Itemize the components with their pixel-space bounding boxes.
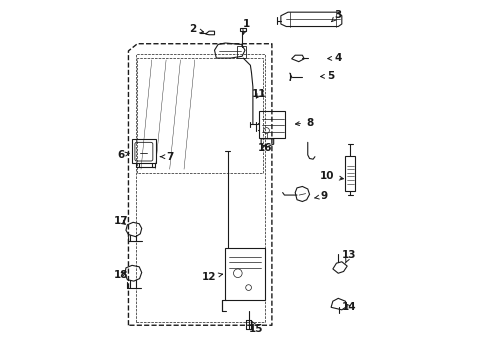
- Bar: [237, 45, 246, 58]
- Text: 15: 15: [248, 321, 263, 334]
- Text: 3: 3: [332, 10, 342, 22]
- Text: 8: 8: [295, 118, 313, 128]
- Text: 11: 11: [252, 89, 267, 99]
- Text: 7: 7: [160, 152, 173, 162]
- Text: 6: 6: [118, 150, 129, 160]
- Bar: [259, 111, 285, 138]
- Text: 2: 2: [189, 24, 203, 35]
- Text: 14: 14: [342, 302, 356, 312]
- Text: 16: 16: [257, 143, 272, 153]
- Text: 17: 17: [114, 216, 128, 226]
- Bar: [225, 248, 265, 300]
- Bar: [345, 156, 355, 192]
- Text: 4: 4: [328, 53, 342, 63]
- Bar: [132, 139, 156, 163]
- Text: 5: 5: [320, 71, 335, 81]
- Text: 13: 13: [342, 250, 356, 263]
- Text: 1: 1: [243, 19, 250, 35]
- Text: 9: 9: [315, 191, 327, 201]
- Text: 10: 10: [320, 171, 343, 181]
- Text: 18: 18: [114, 270, 128, 280]
- Text: 12: 12: [202, 272, 222, 282]
